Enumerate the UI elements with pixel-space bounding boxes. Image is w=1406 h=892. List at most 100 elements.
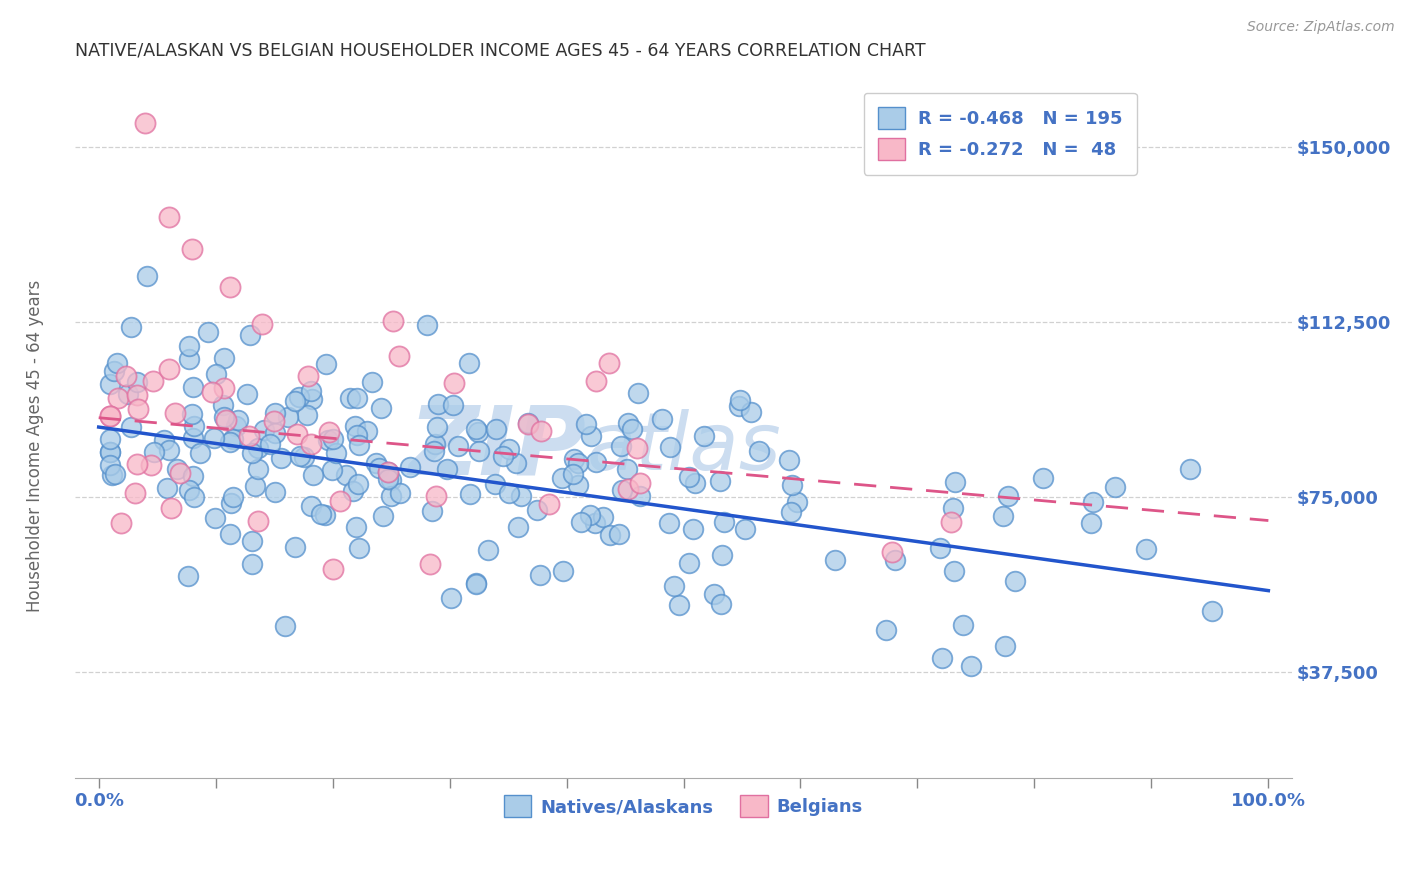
Point (246, 462, 269, 476)
Point (218, 280, 240, 294)
Point (177, 483, 200, 498)
Point (782, 478, 804, 492)
Point (346, 391, 368, 405)
Point (960, 659, 983, 673)
Point (537, 497, 560, 511)
Point (492, 450, 515, 464)
Point (371, 508, 394, 523)
Point (177, 339, 200, 353)
Point (181, 380, 204, 394)
Point (506, 520, 529, 534)
Point (141, 458, 163, 472)
Point (423, 443, 446, 458)
Point (678, 470, 700, 484)
Point (562, 452, 585, 467)
Point (498, 442, 520, 456)
Point (945, 475, 967, 489)
Point (153, 433, 176, 447)
Point (381, 314, 404, 328)
Point (728, 392, 751, 407)
Point (628, 489, 651, 503)
Point (100, 409, 122, 423)
Point (447, 439, 470, 453)
Point (668, 598, 690, 612)
Point (302, 467, 325, 482)
Point (163, 406, 186, 420)
Point (526, 503, 548, 517)
Point (366, 456, 388, 470)
Point (585, 455, 607, 469)
Point (346, 428, 368, 442)
Point (517, 417, 540, 432)
Point (616, 462, 638, 476)
Point (709, 475, 731, 489)
Point (458, 356, 481, 370)
Point (204, 511, 226, 525)
Text: ZIP: ZIP (408, 401, 586, 494)
Point (567, 477, 589, 491)
Point (136, 268, 159, 283)
Point (505, 456, 527, 470)
Point (295, 409, 318, 423)
Point (263, 485, 285, 500)
Point (347, 438, 370, 452)
Point (253, 423, 276, 437)
Point (222, 490, 245, 504)
Point (884, 553, 907, 567)
Point (875, 624, 897, 638)
Point (329, 494, 352, 508)
Point (314, 508, 336, 523)
Point (569, 515, 592, 529)
Point (181, 243, 204, 257)
Point (443, 376, 465, 390)
Point (416, 318, 439, 332)
Point (423, 436, 446, 450)
Point (361, 375, 384, 389)
Point (997, 489, 1019, 503)
Point (578, 508, 600, 522)
Point (259, 436, 281, 450)
Point (994, 639, 1017, 653)
Legend: Natives/Alaskans, Belgians: Natives/Alaskans, Belgians (498, 789, 870, 824)
Point (114, 369, 136, 384)
Point (621, 422, 644, 436)
Point (551, 471, 574, 485)
Point (103, 467, 125, 482)
Point (398, 459, 420, 474)
Point (134, 116, 156, 130)
Point (610, 439, 633, 453)
Point (292, 450, 315, 465)
Point (181, 469, 204, 483)
Point (240, 446, 263, 460)
Point (734, 522, 756, 536)
Point (100, 444, 122, 458)
Point (585, 375, 607, 389)
Point (201, 385, 224, 400)
Point (225, 418, 247, 433)
Point (100, 445, 122, 459)
Point (626, 441, 648, 455)
Point (212, 398, 235, 412)
Point (609, 526, 631, 541)
Point (464, 422, 486, 436)
Point (740, 404, 762, 418)
Point (287, 426, 309, 441)
Point (941, 515, 963, 529)
Point (367, 461, 389, 475)
Point (748, 443, 770, 458)
Point (377, 465, 399, 479)
Point (212, 351, 235, 365)
Point (436, 462, 458, 476)
Point (288, 450, 311, 464)
Point (238, 429, 260, 443)
Point (284, 540, 307, 554)
Point (301, 392, 323, 407)
Point (110, 516, 132, 531)
Point (824, 552, 846, 566)
Point (678, 556, 700, 570)
Point (468, 444, 491, 458)
Point (356, 424, 378, 438)
Point (598, 356, 620, 370)
Point (101, 468, 124, 483)
Point (120, 420, 142, 434)
